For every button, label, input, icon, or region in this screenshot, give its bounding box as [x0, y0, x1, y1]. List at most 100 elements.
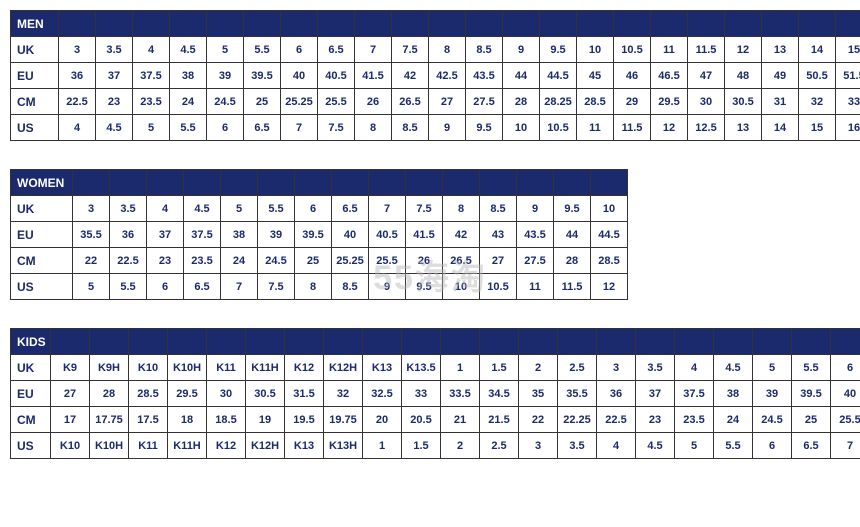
size-cell: 9.5 — [466, 115, 503, 141]
size-cell: 41.5 — [355, 63, 392, 89]
header-cell — [110, 170, 147, 196]
size-cell: 35.5 — [558, 381, 597, 407]
size-cell: 6 — [831, 355, 860, 381]
header-cell — [402, 329, 441, 355]
size-cell: K13 — [285, 433, 324, 459]
size-cell: 15 — [799, 115, 836, 141]
header-cell — [519, 329, 558, 355]
size-cell: K13 — [363, 355, 402, 381]
women-row-label-us: US — [11, 274, 73, 300]
size-cell: 39 — [258, 222, 295, 248]
size-cell: 4.5 — [636, 433, 675, 459]
size-cell: 3.5 — [110, 196, 147, 222]
size-cell: 43.5 — [466, 63, 503, 89]
size-cell: 42 — [392, 63, 429, 89]
size-cell: 20 — [363, 407, 402, 433]
size-cell: 22 — [73, 248, 110, 274]
header-cell — [429, 11, 466, 37]
size-cell: 2 — [519, 355, 558, 381]
size-cell: 14 — [762, 115, 799, 141]
size-cell: 49 — [762, 63, 799, 89]
size-cell: 28 — [554, 248, 591, 274]
header-cell — [246, 329, 285, 355]
size-cell: 21.5 — [480, 407, 519, 433]
header-cell — [597, 329, 636, 355]
size-cell: K10 — [129, 355, 168, 381]
kids-size-table: KIDSUKK9K9HK10K10HK11K11HK12K12HK13K13.5… — [10, 328, 860, 459]
size-cell: K10H — [90, 433, 129, 459]
size-cell: 24.5 — [258, 248, 295, 274]
size-cell: 27.5 — [466, 89, 503, 115]
size-cell: 5.5 — [792, 355, 831, 381]
header-cell — [675, 329, 714, 355]
size-cell: 23.5 — [184, 248, 221, 274]
size-cell: 31 — [762, 89, 799, 115]
size-cell: 4 — [597, 433, 636, 459]
size-cell: 22.5 — [110, 248, 147, 274]
size-cell: 18 — [168, 407, 207, 433]
size-cell: 27 — [480, 248, 517, 274]
size-cell: 5.5 — [258, 196, 295, 222]
header-cell — [591, 170, 628, 196]
size-cell: K12H — [246, 433, 285, 459]
size-cell: 6.5 — [184, 274, 221, 300]
size-cell: 20.5 — [402, 407, 441, 433]
size-cell: 22 — [519, 407, 558, 433]
size-cell: 10.5 — [614, 37, 651, 63]
size-cell: 25.5 — [318, 89, 355, 115]
size-cell: 37.5 — [184, 222, 221, 248]
size-cell: 19 — [246, 407, 285, 433]
size-cell: 37 — [636, 381, 675, 407]
size-cell: 42 — [443, 222, 480, 248]
size-cell: K11H — [246, 355, 285, 381]
size-cell: 8 — [443, 196, 480, 222]
size-cell: 21 — [441, 407, 480, 433]
size-cell: K9 — [51, 355, 90, 381]
size-cell: 40 — [831, 381, 860, 407]
size-cell: 17.75 — [90, 407, 129, 433]
size-cell: 32 — [324, 381, 363, 407]
size-cell: 24 — [221, 248, 258, 274]
header-cell — [133, 11, 170, 37]
header-cell — [558, 329, 597, 355]
size-cell: 40 — [332, 222, 369, 248]
size-cell: 24 — [170, 89, 207, 115]
size-cell: 39 — [207, 63, 244, 89]
header-cell — [688, 11, 725, 37]
size-cell: 4 — [59, 115, 96, 141]
size-cell: 25.5 — [831, 407, 860, 433]
size-cell: 5.5 — [170, 115, 207, 141]
size-cell: 51.5 — [836, 63, 860, 89]
size-cell: 29.5 — [168, 381, 207, 407]
size-cell: 8 — [295, 274, 332, 300]
size-cell: 8 — [429, 37, 466, 63]
size-cell: 9 — [503, 37, 540, 63]
size-cell: 12 — [725, 37, 762, 63]
size-cell: K12 — [207, 433, 246, 459]
size-cell: 11.5 — [614, 115, 651, 141]
size-cell: 19.75 — [324, 407, 363, 433]
size-cell: 7.5 — [318, 115, 355, 141]
header-cell — [636, 329, 675, 355]
size-cell: 40 — [281, 63, 318, 89]
header-cell — [792, 329, 831, 355]
women-row-label-cm: CM — [11, 248, 73, 274]
size-cell: 25 — [792, 407, 831, 433]
header-cell — [129, 329, 168, 355]
header-cell — [614, 11, 651, 37]
size-cell: 6.5 — [792, 433, 831, 459]
size-cell: 5.5 — [714, 433, 753, 459]
size-cell: 4 — [675, 355, 714, 381]
size-cell: 2.5 — [480, 433, 519, 459]
header-cell — [503, 11, 540, 37]
size-cell: 6 — [295, 196, 332, 222]
size-cell: 8.5 — [480, 196, 517, 222]
header-cell — [281, 11, 318, 37]
size-cell: 13 — [725, 115, 762, 141]
header-cell — [577, 11, 614, 37]
size-cell: 44.5 — [591, 222, 628, 248]
size-cell: 6.5 — [318, 37, 355, 63]
header-cell — [725, 11, 762, 37]
kids-row-label-uk: UK — [11, 355, 51, 381]
size-cell: 24 — [714, 407, 753, 433]
